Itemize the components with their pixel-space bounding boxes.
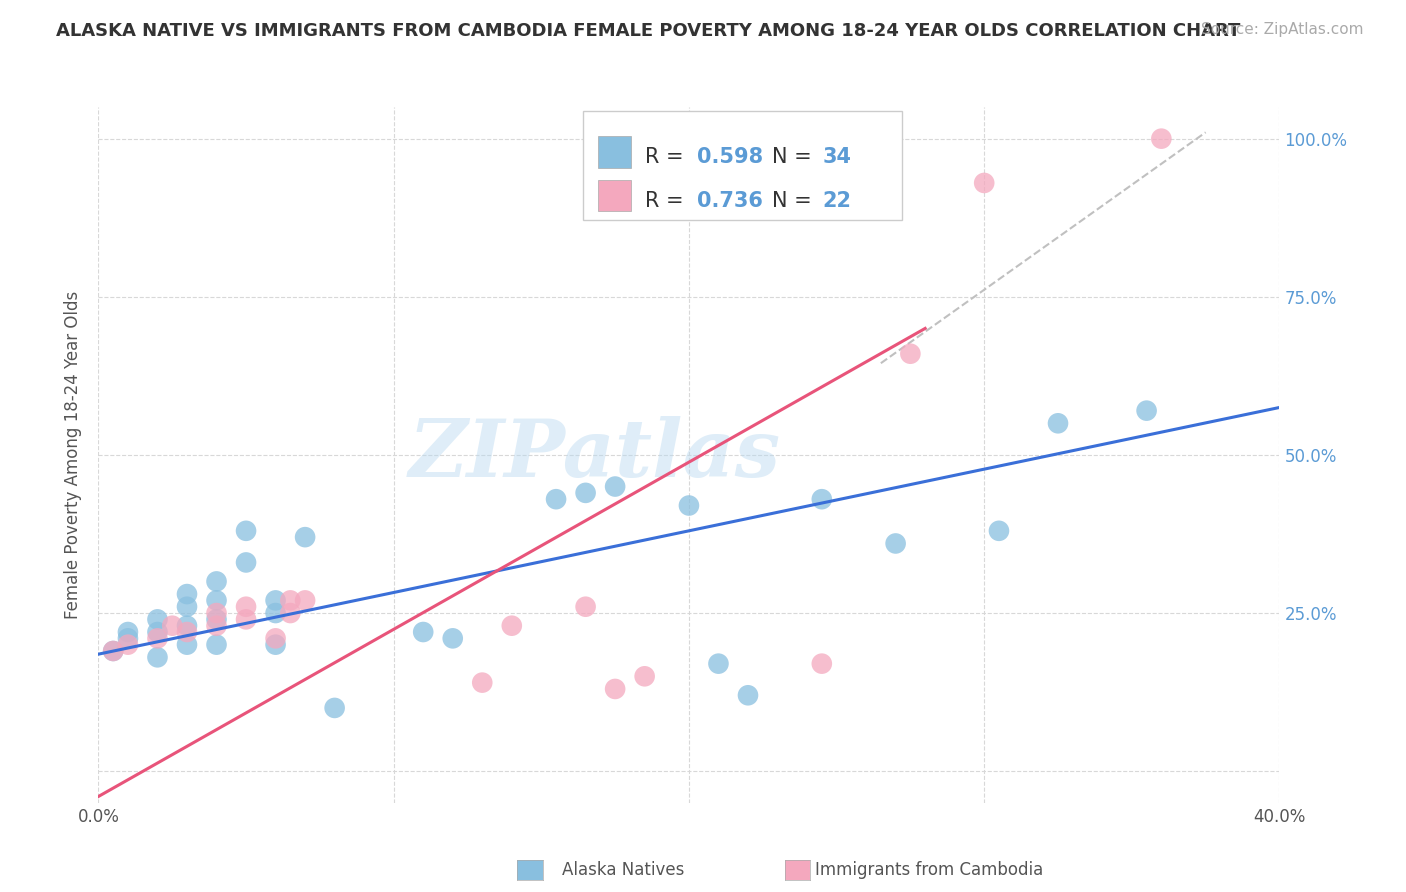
Point [574, 486, 596, 500]
Point [235, 599, 257, 614]
Point [146, 632, 169, 646]
Text: Alaska Natives: Alaska Natives [562, 861, 685, 879]
Text: R =: R = [645, 191, 690, 211]
Text: N =: N = [772, 146, 818, 167]
Point [323, 701, 346, 715]
Point [264, 606, 287, 620]
Point [810, 657, 832, 671]
Point [205, 574, 228, 589]
Point [235, 556, 257, 570]
Text: R =: R = [645, 146, 690, 167]
Point [176, 618, 198, 632]
Point [176, 587, 198, 601]
Point [574, 599, 596, 614]
Text: 34: 34 [823, 146, 852, 167]
Point [973, 176, 995, 190]
Point [987, 524, 1010, 538]
Y-axis label: Female Poverty Among 18-24 Year Olds: Female Poverty Among 18-24 Year Olds [65, 291, 83, 619]
Text: 0.598: 0.598 [697, 146, 763, 167]
Point [146, 625, 169, 640]
Text: 0.736: 0.736 [697, 191, 763, 211]
Point [264, 638, 287, 652]
Point [412, 625, 434, 640]
Point [546, 492, 568, 507]
Point [678, 499, 700, 513]
Point [441, 632, 464, 646]
Point [294, 593, 316, 607]
Point [737, 688, 759, 702]
Point [205, 606, 228, 620]
Point [900, 347, 922, 361]
Point [103, 644, 125, 658]
Point [117, 638, 139, 652]
Point [264, 593, 287, 607]
Point [117, 625, 139, 640]
Text: 22: 22 [823, 191, 852, 211]
Text: Immigrants from Cambodia: Immigrants from Cambodia [815, 861, 1043, 879]
Text: N =: N = [772, 191, 818, 211]
Point [205, 593, 228, 607]
Point [117, 632, 139, 646]
Point [294, 530, 316, 544]
Point [278, 593, 302, 607]
Point [176, 599, 198, 614]
Point [471, 675, 494, 690]
Point [205, 618, 228, 632]
Text: Source: ZipAtlas.com: Source: ZipAtlas.com [1201, 22, 1364, 37]
Point [162, 618, 183, 632]
Point [605, 681, 627, 696]
Point [633, 669, 655, 683]
Point [176, 638, 198, 652]
Point [264, 632, 287, 646]
Point [205, 612, 228, 626]
Point [278, 606, 302, 620]
Point [205, 638, 228, 652]
Point [146, 650, 169, 665]
Point [176, 625, 198, 640]
Point [235, 612, 257, 626]
Point [1046, 417, 1069, 431]
Point [103, 644, 125, 658]
Point [884, 536, 907, 550]
Point [1150, 131, 1173, 145]
Text: ZIPatlas: ZIPatlas [408, 417, 780, 493]
FancyBboxPatch shape [598, 180, 631, 211]
Text: ALASKA NATIVE VS IMMIGRANTS FROM CAMBODIA FEMALE POVERTY AMONG 18-24 YEAR OLDS C: ALASKA NATIVE VS IMMIGRANTS FROM CAMBODI… [56, 22, 1240, 40]
Point [501, 618, 523, 632]
Point [146, 612, 169, 626]
FancyBboxPatch shape [598, 136, 631, 168]
Point [605, 479, 627, 493]
Point [707, 657, 730, 671]
FancyBboxPatch shape [582, 111, 901, 220]
Point [1135, 403, 1157, 417]
Point [235, 524, 257, 538]
Point [810, 492, 832, 507]
